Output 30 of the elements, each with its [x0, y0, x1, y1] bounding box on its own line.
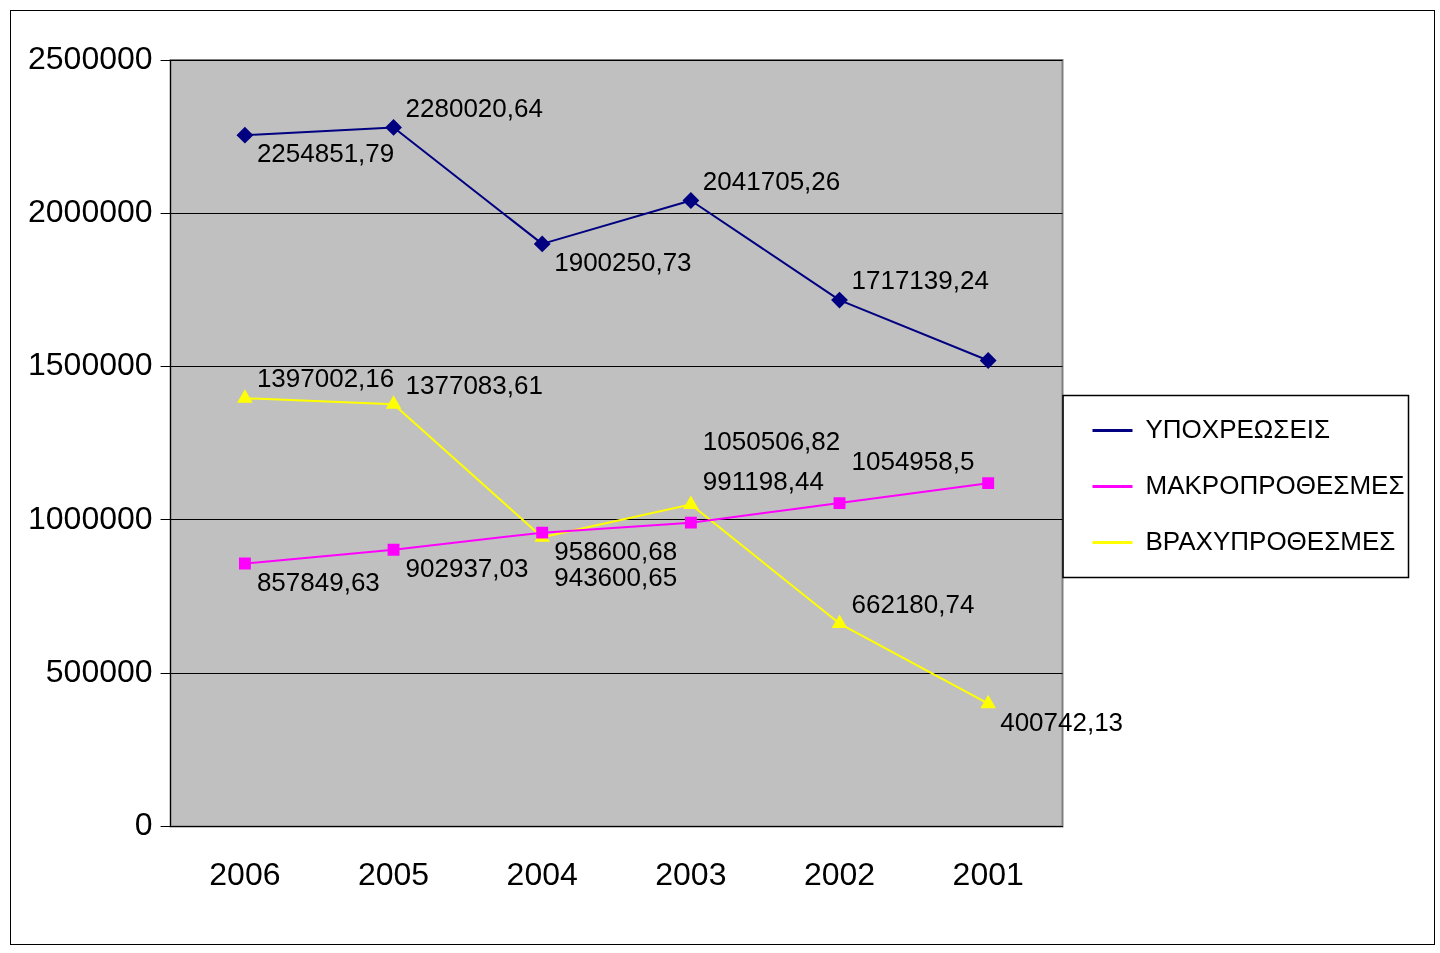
x-tick-label: 2006 — [209, 855, 281, 892]
data-label: 1397002,16 — [256, 363, 395, 394]
x-tick-label: 2002 — [803, 855, 876, 892]
data-label: 2254851,79 — [256, 138, 395, 169]
data-label: 2280020,64 — [405, 92, 543, 123]
data-label: 857849,63 — [256, 566, 380, 597]
data-label: 991198,44 — [702, 465, 824, 496]
data-label: 1050506,82 — [702, 425, 841, 456]
data-label: 662180,74 — [851, 588, 975, 619]
x-tick-label: 2004 — [506, 855, 578, 892]
data-label: 902937,03 — [405, 552, 529, 583]
x-tick-label: 2001 — [952, 855, 1024, 892]
data-label: 2041705,26 — [702, 165, 841, 196]
y-tick-label: 2500000 — [28, 39, 153, 76]
legend-label: ΥΠΟΧΡΕΩΣΕΙΣ — [1145, 413, 1331, 444]
y-tick-label: 2000000 — [28, 193, 153, 230]
x-tick-label: 2003 — [655, 855, 727, 892]
data-label: 400742,13 — [1000, 706, 1124, 737]
data-label: 1377083,61 — [405, 369, 543, 400]
data-label: 1717139,24 — [851, 265, 989, 296]
legend-label: ΒΡΑΧΥΠΡΟΘΕΣΜΕΣ — [1145, 525, 1396, 556]
legend-label: ΜΑΚΡΟΠΡΟΘΕΣΜΕΣ — [1145, 469, 1405, 500]
y-tick-label: 1000000 — [28, 499, 153, 536]
data-label: 1900250,73 — [554, 247, 692, 278]
y-tick-label: 500000 — [45, 653, 153, 690]
y-tick-label: 0 — [134, 806, 153, 843]
x-tick-label: 2005 — [357, 855, 430, 892]
data-label: 1054958,5 — [851, 446, 975, 477]
y-tick-label: 1500000 — [28, 346, 153, 383]
data-label: 958600,68 — [554, 535, 678, 566]
